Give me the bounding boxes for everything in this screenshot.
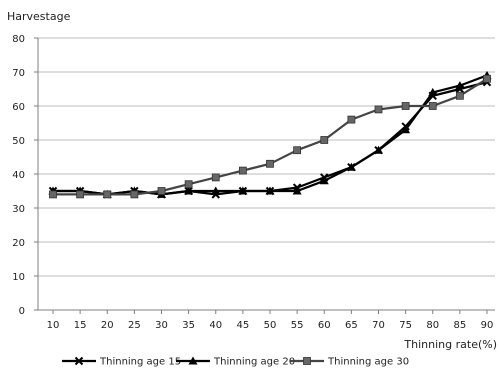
marker-stroke xyxy=(74,356,84,366)
legend-marker-thinning-age-15 xyxy=(74,356,84,366)
legend-marker-thinning-age-30 xyxy=(303,357,311,365)
x-tick-label: 90 xyxy=(481,320,494,331)
x-tick-label: 25 xyxy=(128,320,141,331)
data-point-thinning-age-20 xyxy=(374,145,383,154)
y-axis-title: Harvestage xyxy=(7,10,71,23)
data-point-thinning-age-20 xyxy=(455,81,465,90)
data-point-thinning-age-30 xyxy=(483,74,491,83)
data-point-thinning-age-20 xyxy=(319,176,329,185)
data-point-thinning-age-20 xyxy=(292,186,302,195)
data-point-thinning-age-30 xyxy=(266,159,274,168)
data-point-thinning-age-30 xyxy=(293,146,302,155)
x-tick-label: 30 xyxy=(155,320,168,331)
y-tick-label: 40 xyxy=(12,170,25,181)
data-point-thinning-age-30 xyxy=(347,115,356,124)
series-line-thinning-age-15 xyxy=(53,81,488,196)
legend-label-thinning-age-20: Thinning age 20 xyxy=(213,357,295,368)
data-point-thinning-age-30 xyxy=(374,105,383,114)
data-point-thinning-age-30 xyxy=(238,166,247,175)
data-point-thinning-age-30 xyxy=(184,180,193,189)
x-tick-label: 65 xyxy=(345,320,358,331)
data-point-thinning-age-30 xyxy=(320,136,329,144)
data-point-thinning-age-20 xyxy=(211,186,221,195)
data-point-thinning-age-20 xyxy=(184,186,194,195)
x-tick-label: 50 xyxy=(264,320,277,331)
y-tick-label: 80 xyxy=(12,34,25,45)
data-point-thinning-age-30 xyxy=(157,187,166,195)
data-point-thinning-age-30 xyxy=(130,190,139,199)
data-point-thinning-age-30 xyxy=(401,102,410,110)
x-tick-label: 20 xyxy=(101,320,114,331)
x-tick-label: 45 xyxy=(237,320,250,331)
y-tick-label: 50 xyxy=(12,136,25,147)
series-line-thinning-age-30 xyxy=(53,77,488,196)
x-tick-label: 10 xyxy=(47,320,60,331)
x-axis-title: Thinning rate(%) xyxy=(403,338,497,351)
data-point-thinning-age-30 xyxy=(211,173,220,182)
x-tick-label: 60 xyxy=(318,320,331,331)
y-tick-label: 0 xyxy=(19,306,25,317)
data-point-thinning-age-20 xyxy=(265,186,275,195)
x-tick-label: 80 xyxy=(426,320,439,331)
legend-label-thinning-age-30: Thinning age 30 xyxy=(327,357,409,368)
y-tick-label: 20 xyxy=(12,238,25,249)
x-tick-label: 75 xyxy=(399,320,412,331)
data-point-thinning-age-30 xyxy=(49,190,57,199)
x-tick-label: 85 xyxy=(454,320,467,331)
data-point-thinning-age-20 xyxy=(238,186,248,195)
legend-label-thinning-age-15: Thinning age 15 xyxy=(99,357,181,368)
data-point-thinning-age-20 xyxy=(401,125,411,134)
gridlines xyxy=(38,37,495,311)
x-tick-label: 15 xyxy=(74,320,87,331)
x-tick-label: 35 xyxy=(182,320,195,331)
y-tick-label: 30 xyxy=(12,204,25,215)
y-tick-label: 60 xyxy=(12,102,25,113)
data-point-thinning-age-30 xyxy=(103,190,112,199)
axes: 0 10 20 30 40 50 60 70 80 10 15 20 25 30 35 40 45 50 55 60 6… xyxy=(12,34,495,331)
data-point-thinning-age-30 xyxy=(76,190,85,199)
legend: Thinning age 15 Thinning age 20 Thinning a… xyxy=(62,356,409,368)
data-point-thinning-age-30 xyxy=(428,102,437,110)
data-point-thinning-age-20 xyxy=(346,162,356,171)
series-lines xyxy=(48,70,492,199)
x-tick-label: 70 xyxy=(372,320,385,331)
x-tick-label: 40 xyxy=(209,320,222,331)
data-point-thinning-age-30 xyxy=(455,91,464,100)
y-tick-label: 10 xyxy=(12,272,25,283)
y-tick-label: 70 xyxy=(12,68,25,79)
legend-marker-thinning-age-20 xyxy=(188,356,198,365)
x-tick-label: 55 xyxy=(291,320,304,331)
series-line-thinning-age-20 xyxy=(53,74,488,196)
data-point-thinning-age-20 xyxy=(428,87,438,96)
